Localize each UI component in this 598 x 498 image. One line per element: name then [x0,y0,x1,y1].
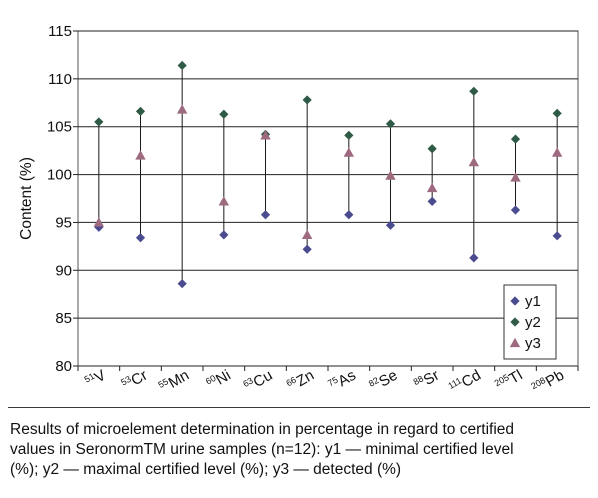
point-y3 [385,170,396,180]
x-tick-label: 88Sr [412,366,443,394]
chart-plot: 80 85 90 95 100 105 110 115 Content (%) 51V 53Cr 55… [18,23,579,398]
isotope-mass: 75 [326,375,340,389]
point-y2 [302,95,312,105]
x-tick-label: 75As [326,366,359,395]
point-y1 [302,244,312,254]
legend-marker-y1 [510,296,520,306]
element-symbol: V [92,367,109,387]
figure-caption: Results of microelement determination in… [10,420,592,480]
element-symbol: Zn [293,367,317,390]
isotope-mass: 66 [284,375,298,389]
element-symbol: Mn [166,367,193,392]
x-tick-label: 205Tl [493,366,526,395]
x-tick-label: 63Cu [241,366,275,396]
point-y1 [510,205,521,215]
point-y2 [469,86,479,96]
point-y2 [94,117,104,127]
y-tick-label: 105 [47,119,72,136]
legend-label-y1: y1 [525,293,541,310]
y-tick-label: 90 [55,262,72,279]
point-y1 [260,210,271,220]
x-tick-label: 60Ni [204,366,234,394]
caption-line-1: Results of microelement determination in… [10,421,515,438]
y-axis-title: Content (%) [18,157,35,240]
y-tick-label: 115 [48,23,72,40]
point-y2 [177,60,187,71]
y-tick-label: 80 [55,358,72,375]
point-y1 [385,220,396,230]
point-y2 [385,119,396,129]
point-y3 [551,147,563,157]
x-tick-label: 53Cr [119,366,150,395]
x-tick-label: 82Se [367,366,401,396]
isotope-mass: 63 [241,375,255,389]
point-y3 [426,182,438,193]
x-tick-label: 208Pb [529,366,567,398]
point-y3 [218,196,230,206]
element-symbol: Tl [506,367,525,388]
point-y2 [510,134,521,144]
point-y1 [344,210,354,220]
caption-line-2: values in SeronormTM urine samples (n=12… [10,441,514,458]
legend-label-y3: y3 [525,335,541,352]
x-tick-label: 66Zn [284,366,317,395]
y-tick-label: 100 [47,167,72,184]
caption-line-3: (%); y2 — maximal certified level (%); y… [10,461,402,478]
element-symbol: Sr [421,367,442,389]
isotope-mass: 82 [367,375,381,389]
point-y3 [93,217,105,227]
point-y1 [177,279,187,289]
point-y3 [301,229,313,240]
point-y2 [552,108,562,118]
isotope-mass: 88 [412,373,426,387]
isotope-mass: 55 [156,376,170,390]
point-y2 [135,106,146,116]
isotope-mass: 60 [204,373,218,387]
point-y1 [219,230,229,240]
isotope-mass: 53 [119,374,133,388]
x-tick-label: 51V [82,366,108,392]
element-symbol: Cd [459,367,484,391]
element-symbol: Pb [543,367,567,391]
element-symbol: As [335,367,359,390]
point-y1 [552,231,562,241]
y-tick-label: 110 [48,71,72,88]
point-y3 [510,172,521,182]
legend-marker-y3 [509,337,521,348]
point-y1 [469,253,479,263]
x-tick-label: 111Cd [446,366,483,398]
element-symbol: Se [376,367,400,391]
element-symbol: Ni [213,367,234,389]
point-y3 [468,156,480,167]
point-y2 [427,144,437,154]
y-tick-label: 95 [55,214,72,231]
point-y3 [176,104,188,114]
plot-area [77,30,579,367]
point-y1 [427,196,437,206]
legend-marker-y2 [510,317,520,327]
caption-divider [8,407,590,408]
point-y2 [344,130,354,140]
point-y3 [343,147,355,157]
point-y2 [219,109,229,119]
point-y3 [135,150,146,160]
legend-label-y2: y2 [525,314,541,331]
point-y3 [260,130,271,140]
point-y1 [135,233,146,243]
element-symbol: Cr [128,367,150,390]
element-symbol: Cu [250,367,275,391]
isotope-mass: 51 [82,371,96,385]
y-tick-label: 85 [55,310,72,327]
